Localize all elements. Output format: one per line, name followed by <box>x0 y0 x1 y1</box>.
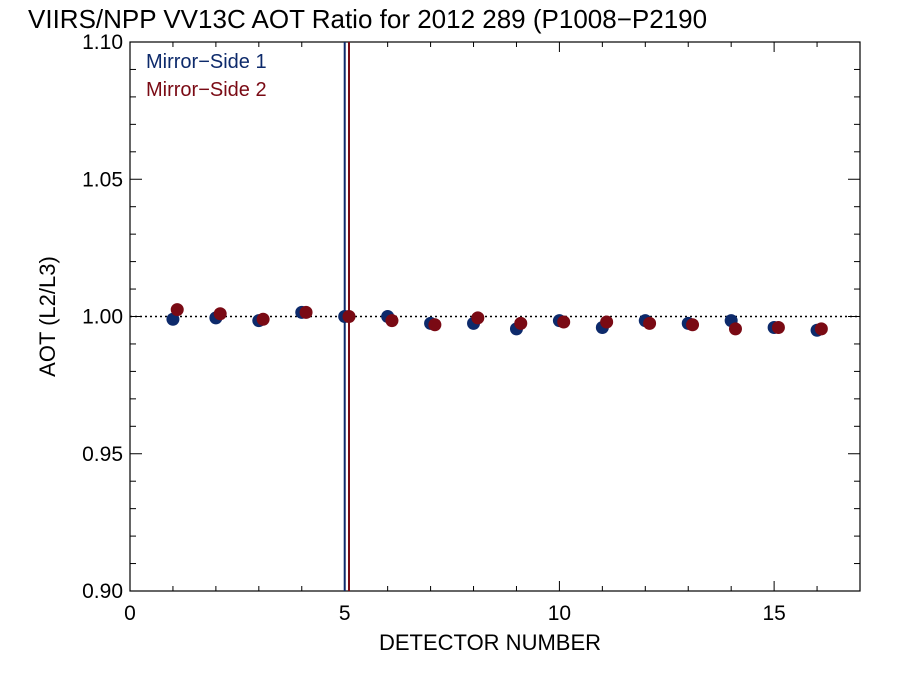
y-tick-label: 0.90 <box>82 580 123 603</box>
data-point-series-2 <box>213 307 227 321</box>
data-points <box>166 303 828 337</box>
data-point-series-2 <box>170 303 184 317</box>
data-point-series-2 <box>771 320 785 334</box>
data-point-series-2 <box>557 315 571 329</box>
data-point-series-2 <box>342 310 356 323</box>
data-point-series-2 <box>385 314 399 328</box>
data-point-series-2 <box>514 316 528 330</box>
chart-title: VIIRS/NPP VV13C AOT Ratio for 2012 289 (… <box>28 4 707 34</box>
x-tick-label: 0 <box>124 602 136 625</box>
y-tick-label: 0.95 <box>82 443 123 466</box>
data-point-series-2 <box>471 311 485 325</box>
x-tick-label: 15 <box>762 602 785 625</box>
x-axis: 0 5 10 15 <box>124 42 861 625</box>
legend-label-mirror-side-2: Mirror−Side 2 <box>146 79 267 101</box>
y-tick-label: 1.00 <box>82 306 123 329</box>
legend: Mirror−Side 1 Mirror−Side 2 <box>146 51 267 101</box>
data-point-series-2 <box>814 322 828 336</box>
legend-label-mirror-side-1: Mirror−Side 1 <box>146 51 267 73</box>
data-point-series-2 <box>299 305 313 319</box>
data-point-series-2 <box>600 315 614 329</box>
data-point-series-2 <box>728 322 742 336</box>
y-axis: 0.90 0.95 1.00 1.05 1.10 <box>82 31 860 603</box>
data-point-series-2 <box>643 316 657 330</box>
data-point-series-2 <box>428 318 442 332</box>
y-tick-label: 1.05 <box>82 168 123 191</box>
data-point-series-2 <box>256 312 270 326</box>
y-tick-label: 1.10 <box>82 31 123 54</box>
y-axis-title: AOT (L2/L3) <box>35 256 60 377</box>
x-tick-label: 10 <box>548 602 571 625</box>
data-point-series-2 <box>686 318 700 332</box>
x-axis-title: DETECTOR NUMBER <box>379 630 601 655</box>
x-tick-label: 5 <box>339 602 351 625</box>
